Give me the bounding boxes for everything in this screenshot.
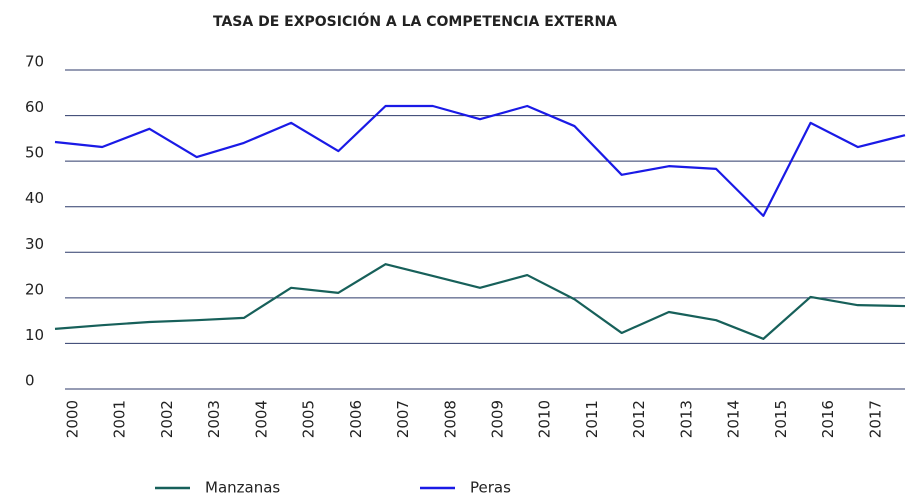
x-tick-label: 2016 xyxy=(819,400,837,438)
series-line xyxy=(54,263,906,340)
legend-label: Manzanas xyxy=(205,479,280,496)
series-line xyxy=(54,104,906,217)
x-tick-label: 2003 xyxy=(205,400,223,438)
x-tick-label: 2012 xyxy=(630,400,648,438)
y-tick-label: 10 xyxy=(25,326,44,344)
chart-title: TASA DE EXPOSICIÓN A LA COMPETENCIA EXTE… xyxy=(213,12,617,30)
x-tick-label: 2013 xyxy=(677,400,695,438)
y-tick-label: 60 xyxy=(25,98,44,116)
x-tick-label: 2007 xyxy=(394,400,412,438)
x-tick-label: 2009 xyxy=(489,400,507,438)
x-tick-label: 2014 xyxy=(725,400,743,438)
x-tick-label: 2010 xyxy=(536,400,554,438)
y-tick-label: 0 xyxy=(25,372,35,390)
y-tick-label: 20 xyxy=(25,280,44,298)
x-tick-label: 2008 xyxy=(441,400,459,438)
x-tick-label: 2001 xyxy=(111,400,129,438)
x-tick-label: 2002 xyxy=(158,400,176,438)
x-tick-label: 2011 xyxy=(583,400,601,438)
x-tick-label: 2017 xyxy=(866,400,884,438)
x-tick-label: 2000 xyxy=(64,400,82,438)
y-tick-label: 70 xyxy=(25,53,44,71)
y-tick-label: 40 xyxy=(25,189,44,207)
x-tick-label: 2004 xyxy=(252,400,270,438)
y-tick-label: 30 xyxy=(25,235,44,253)
y-tick-label: 50 xyxy=(25,144,44,162)
x-tick-label: 2006 xyxy=(347,400,365,438)
x-tick-label: 2015 xyxy=(772,400,790,438)
legend-label: Peras xyxy=(470,479,511,496)
x-tick-label: 2005 xyxy=(300,400,318,438)
